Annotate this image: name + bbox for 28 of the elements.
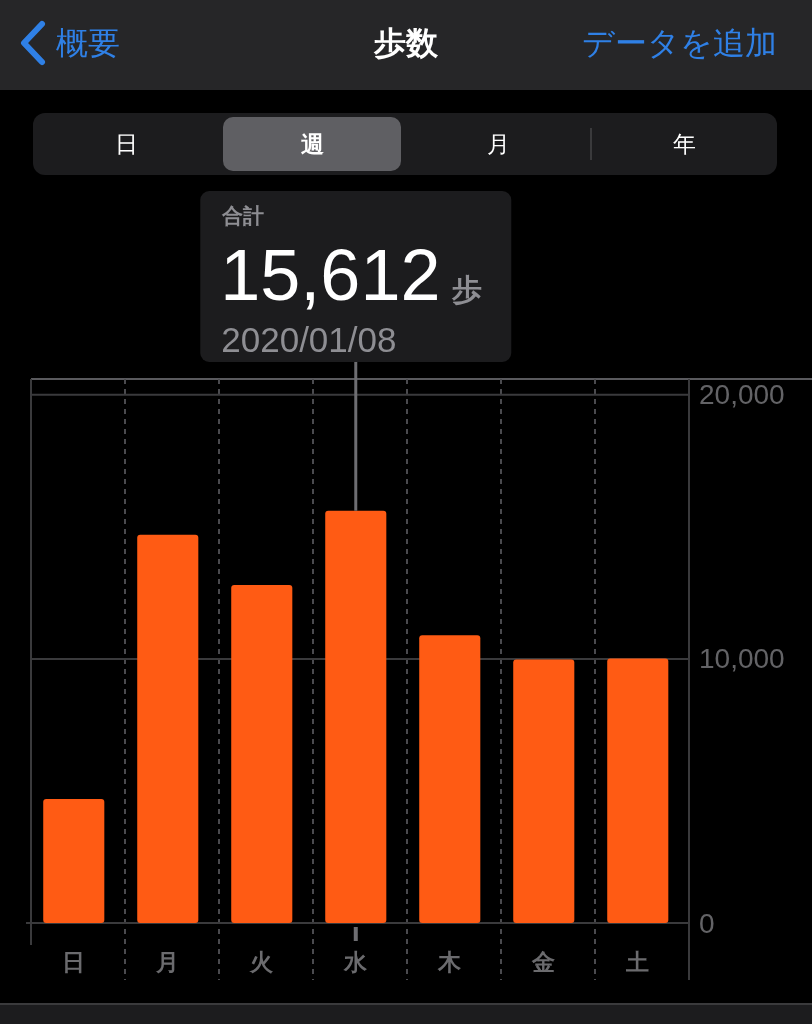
bar: [137, 534, 199, 923]
chart-title: 歩数: [373, 25, 439, 61]
y-tick-label: 10,000: [699, 643, 785, 675]
segment-label: 年: [672, 131, 696, 157]
y-tick-label: 0: [699, 907, 715, 939]
x-tick-label: 日: [62, 949, 86, 975]
bar: [325, 510, 387, 923]
x-tick-label: 金: [531, 949, 556, 975]
x-tick-label: 土: [625, 949, 650, 975]
x-tick-label: 火: [249, 949, 275, 975]
x-tick-label: 木: [437, 949, 463, 975]
tooltip-unit: 歩: [452, 273, 483, 306]
back-button-label: 概要: [56, 25, 120, 61]
x-tick-label: 水: [343, 949, 369, 975]
y-tick-label: 20,000: [699, 379, 785, 411]
bar: [513, 659, 575, 923]
bar: [607, 658, 669, 923]
bar: [419, 635, 481, 923]
bar: [231, 584, 293, 923]
bar: [43, 798, 105, 923]
segment-label: 日: [114, 131, 138, 157]
add-data-label: データを追加: [582, 25, 777, 61]
segment-label: 月: [486, 131, 510, 157]
segment-label: 週: [300, 131, 324, 157]
header: 概要 歩数 データを追加: [0, 0, 812, 90]
x-tick-label: 月: [155, 949, 180, 975]
annotation: 15,612: [220, 235, 441, 315]
tooltip-heading: 合計: [222, 204, 265, 227]
